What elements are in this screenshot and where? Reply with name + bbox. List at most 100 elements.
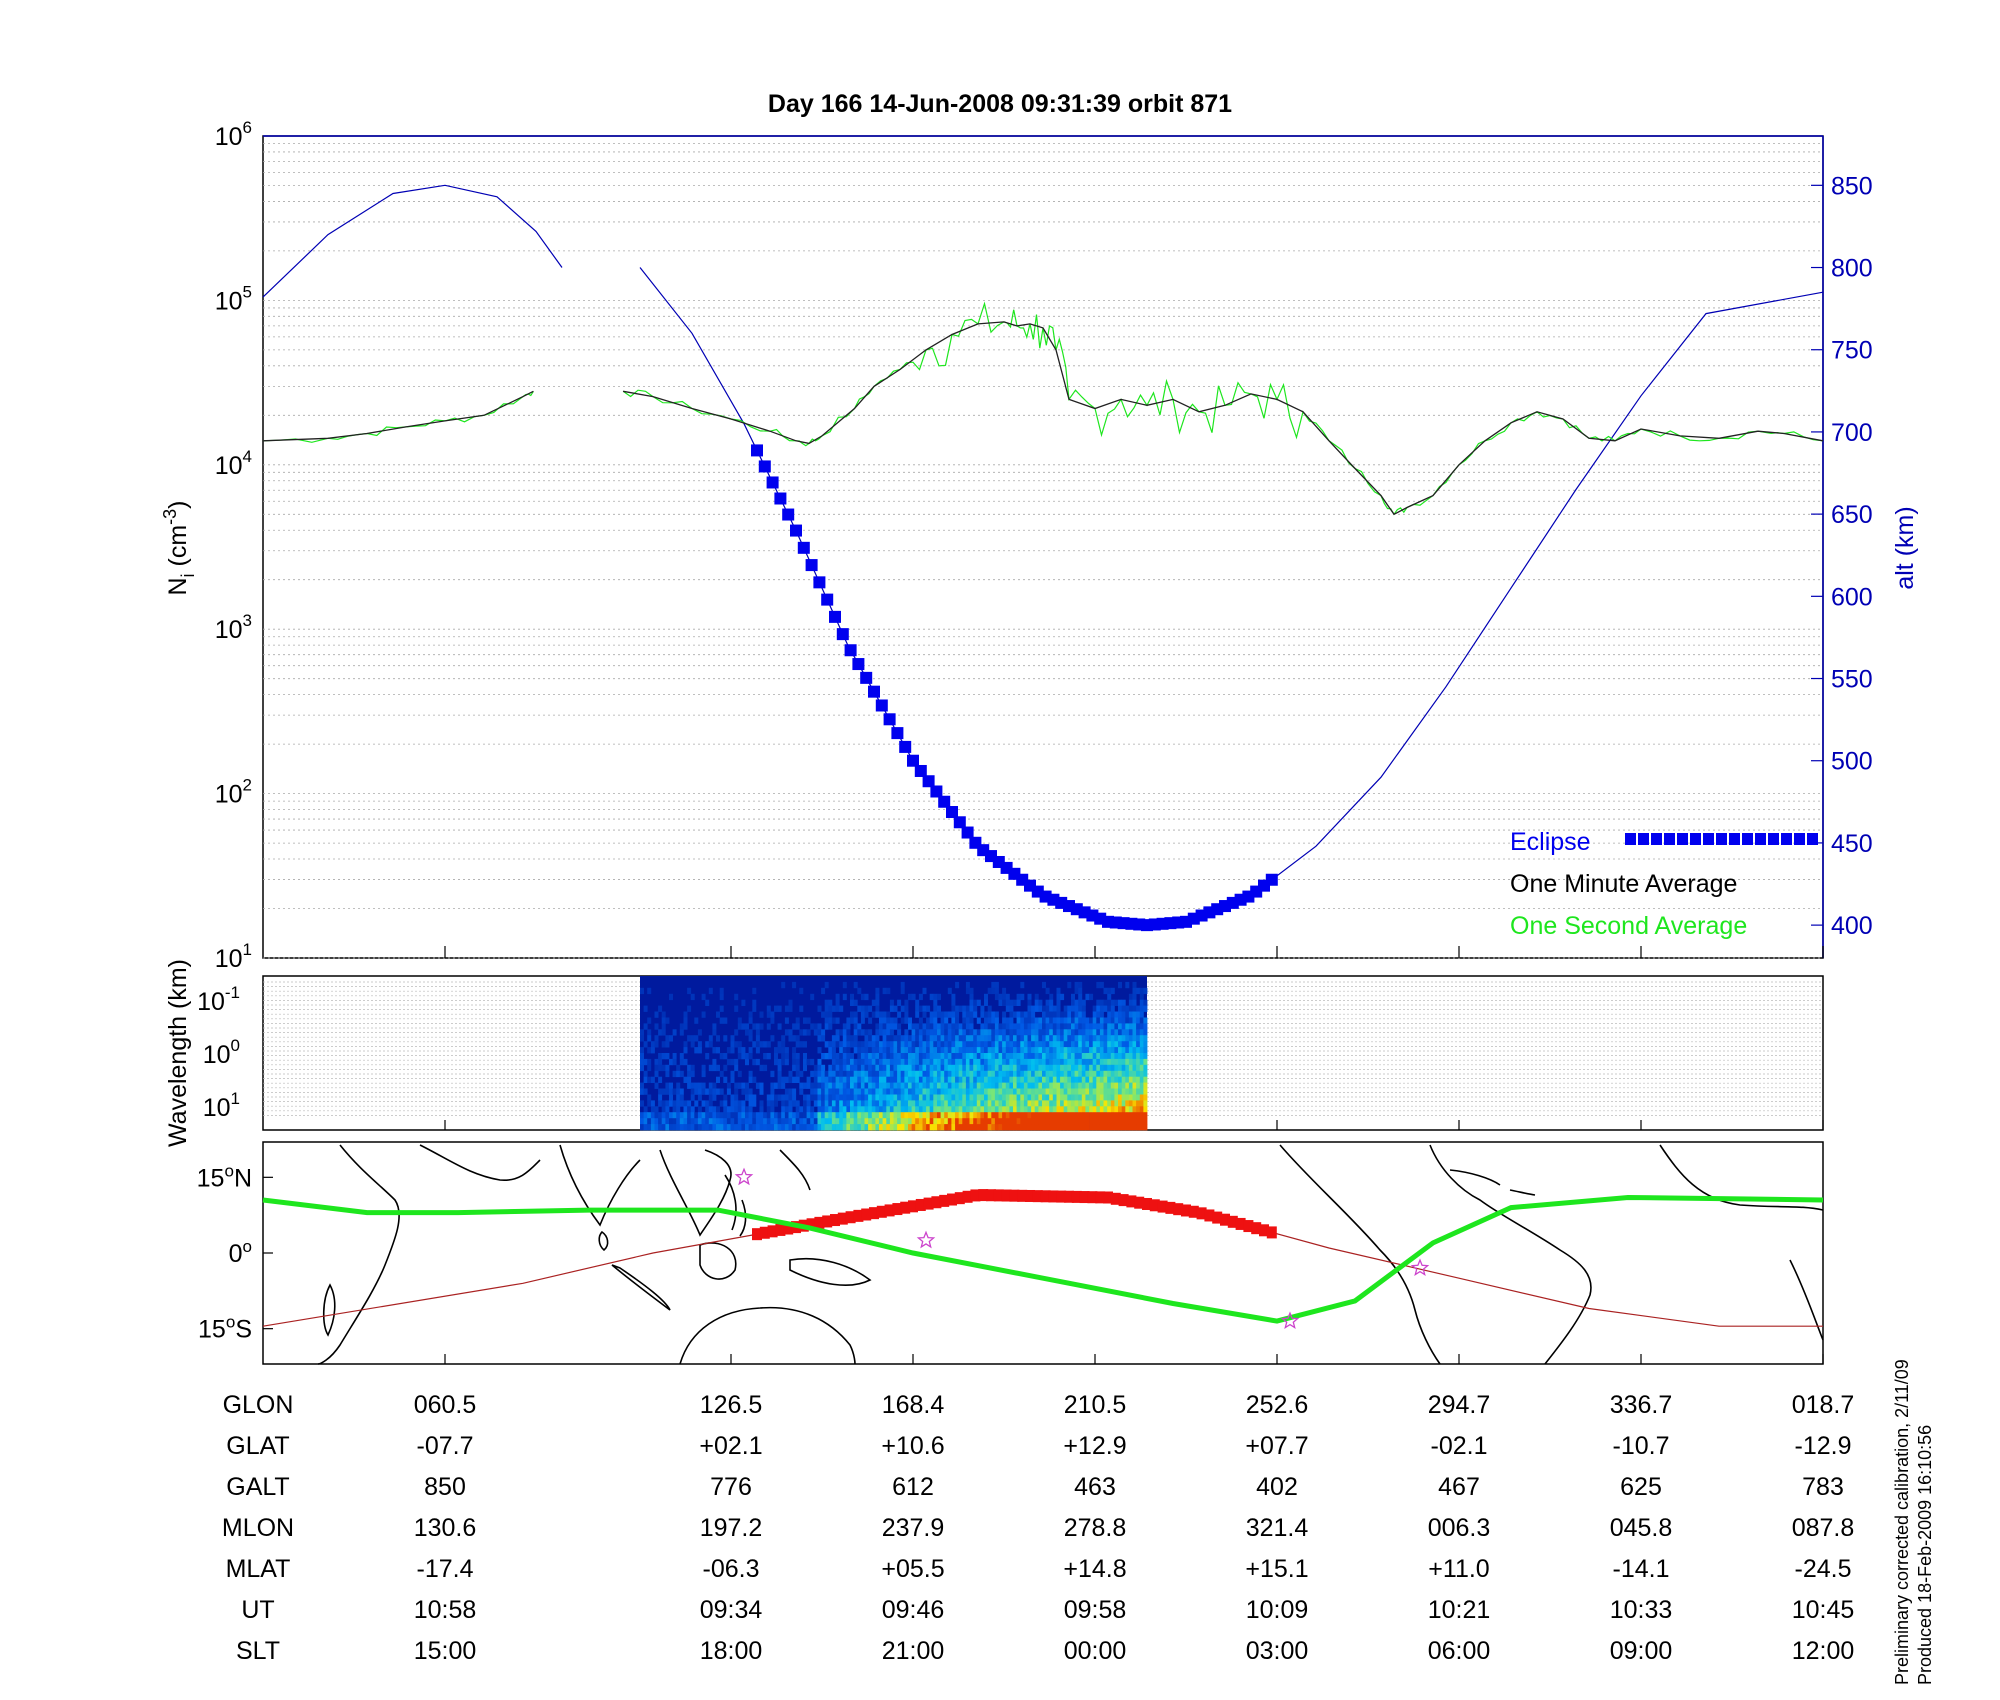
spectrogram-cell [1081,1124,1086,1131]
spectrogram-cell [1103,1005,1108,1012]
spectrogram-cell [788,999,793,1006]
spectrogram-cell [879,1100,883,1107]
spectrogram-cell [1067,1058,1072,1066]
spectrogram-cell [1067,1035,1072,1042]
spectrogram-cell [984,1118,988,1125]
spectrogram-cell [1009,1124,1014,1131]
spectrogram-cell [1023,1011,1028,1018]
spectrogram-cell [893,1047,898,1054]
spectrogram-cell [1031,1005,1036,1012]
spectrogram-cell [1056,1124,1061,1131]
spectrogram-cell [980,1029,985,1036]
spectrogram-cell [1125,1011,1130,1018]
spectrogram-cell [824,1124,829,1131]
spectrogram-cell [1071,1017,1075,1024]
spectrogram-cell [737,1017,742,1024]
table-cell: 045.8 [1610,1514,1673,1542]
spectrogram-cell [1049,1070,1054,1078]
spectrogram-cell [1107,1011,1112,1018]
eclipse-track-marker [775,1223,786,1236]
spectrogram-cell [864,1011,869,1018]
spectrogram-cell [926,1041,931,1048]
spectrogram-cell [831,1094,836,1101]
spectrogram-cell [958,1088,963,1095]
spectrogram-cell [1089,1023,1094,1030]
spectrogram-cell [640,1029,644,1036]
spectrogram-cell [755,1041,760,1048]
spectrogram-cell [1099,1041,1104,1048]
spectrogram-cell [1016,999,1021,1006]
spectrogram-cell [1139,1047,1144,1054]
spectrogram-cell [777,1047,782,1054]
spectrogram-cell [1067,1005,1072,1012]
table-cell: 18:00 [700,1637,763,1665]
spectrogram-cell [933,999,938,1006]
spectrogram-cell [658,1005,663,1012]
spectrogram-cell [1042,1029,1046,1036]
spectrogram-cell [752,1124,757,1131]
table-cell: 168.4 [882,1391,945,1419]
spectrogram-cell [1063,1112,1068,1119]
spectrogram-cell [1038,1076,1043,1083]
spectrogram-cell [1103,1094,1108,1101]
spectrogram-cell [1136,1112,1141,1119]
spectrogram-cell [1099,1058,1104,1066]
spectrogram-cell [980,1070,985,1078]
spectrogram-cell [1002,999,1007,1006]
spectrogram-cell [810,1118,815,1125]
spectrogram-cell [1013,1124,1017,1131]
spectrogram-cell [1136,1005,1141,1012]
spectrogram-cell [828,1005,833,1012]
spectrogram-cell [654,1124,659,1131]
spectrogram-cell [947,1082,952,1089]
spectrogram-cell [994,987,999,995]
americas-east-coast [1429,1144,1592,1365]
spectrogram-cell [955,1094,960,1101]
spectrogram-cell [1092,1023,1097,1030]
eclipse-track-marker [970,1189,981,1202]
spectrogram-cell [976,999,981,1006]
spectrogram-cell [900,1112,905,1119]
spectrogram-cell [933,1005,938,1012]
spectrogram-cell [817,1005,822,1012]
spectrogram-cell [1038,1124,1043,1131]
spectrogram-cell [1110,1023,1115,1030]
spectrogram-cell [1002,1023,1007,1030]
spectrogram-cell [1128,1106,1133,1113]
spectrogram-cell [1081,1047,1086,1054]
spectrogram-cell [940,1047,945,1054]
spectrogram-cell [1049,1035,1054,1042]
spectrogram-cell [962,1053,967,1060]
spectrogram-cell [951,1011,956,1018]
spectrogram-cell [951,1005,956,1012]
spectrogram-cell [1143,1106,1148,1113]
spectrogram-cell [860,1011,865,1018]
spectrogram-cell [810,1070,815,1078]
spectrogram-cell [737,1112,742,1119]
table-cell: +05.5 [881,1555,944,1583]
spectrogram-cell [672,1088,677,1095]
altitude-tick-label: 850 [1831,172,1873,200]
spectrogram-cell [958,1041,963,1048]
spectrogram-cell [835,1088,840,1095]
spectrogram-cell [1063,1005,1068,1012]
spectrogram-cell [1045,1017,1050,1024]
spectrogram-cell [1078,1017,1083,1024]
eclipse-track-marker [1204,1209,1215,1222]
spectrogram-cell [759,1124,764,1131]
spectrogram-cell [994,1076,999,1083]
spectrogram-cell [1118,1005,1122,1012]
spectrogram-cell [781,1106,786,1113]
spectrogram-cell [1002,1118,1007,1125]
spectrogram-cell [868,1041,873,1048]
spectrogram-cell [748,1088,753,1095]
spectrogram-cell [944,1058,949,1066]
spectrogram-cell [647,1017,652,1024]
eclipse-track-marker [1235,1217,1246,1230]
spectrogram-cell [980,1100,985,1107]
spectrogram-cell [984,1041,988,1048]
spectrogram-cell [712,1023,717,1030]
spectrogram-cell [1027,1053,1032,1060]
spectrogram-cell [1042,1053,1046,1060]
spectrogram-cell [951,1124,956,1131]
